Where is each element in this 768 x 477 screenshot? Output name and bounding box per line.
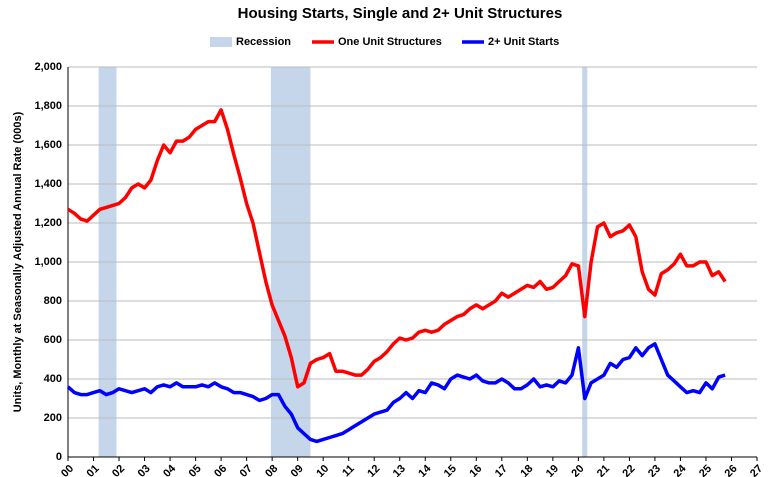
- x-tick-label: 00: [59, 463, 76, 477]
- y-tick-label: 600: [44, 334, 62, 346]
- x-tick-label: 16: [467, 463, 484, 477]
- data-line: [66, 342, 726, 444]
- y-tick-label: 1,200: [34, 217, 62, 229]
- x-tick-label: 09: [289, 463, 306, 477]
- y-tick-label: 1,000: [34, 256, 62, 268]
- x-tick-label: 02: [110, 463, 127, 477]
- x-tick-label: 01: [85, 463, 102, 477]
- x-tick-label: 10: [314, 463, 331, 477]
- legend-swatch: [210, 37, 232, 47]
- x-tick-label: 18: [518, 463, 535, 477]
- data-line: [67, 108, 727, 389]
- legend-label: One Unit Structures: [338, 36, 442, 48]
- x-tick-label: 19: [544, 463, 561, 477]
- x-tick-label: 17: [493, 463, 510, 477]
- y-tick-label: 800: [44, 295, 62, 307]
- x-tick-label: 13: [391, 463, 408, 477]
- x-tick-label: 25: [697, 463, 714, 477]
- x-tick-label: 06: [212, 463, 229, 477]
- y-tick-label: 1,600: [34, 139, 62, 151]
- x-tick-label: 20: [569, 463, 586, 477]
- y-tick-label: 0: [56, 451, 62, 463]
- y-tick-label: 400: [44, 373, 62, 385]
- x-tick-label: 03: [136, 463, 153, 477]
- legend-label: Recession: [236, 36, 291, 48]
- x-tick-label: 12: [365, 463, 382, 477]
- x-tick-label: 24: [671, 462, 689, 477]
- x-tick-label: 22: [620, 463, 637, 477]
- y-tick-label: 2,000: [34, 61, 62, 73]
- y-tick-label: 200: [44, 412, 62, 424]
- y-tick-label: 1,400: [34, 178, 62, 190]
- x-tick-label: 11: [340, 463, 357, 477]
- x-tick-label: 05: [187, 463, 204, 477]
- y-axis-label: Units, Monthly at Seasonally Adjusted An…: [12, 111, 24, 412]
- y-tick-label: 1,800: [34, 100, 62, 112]
- x-tick-label: 15: [442, 463, 459, 477]
- chart-title: Housing Starts, Single and 2+ Unit Struc…: [238, 5, 563, 22]
- x-tick-label: 08: [263, 463, 280, 477]
- x-tick-label: 14: [416, 462, 434, 477]
- x-tick-label: 07: [238, 463, 255, 477]
- x-tick-label: 21: [595, 463, 612, 477]
- x-tick-label: 26: [723, 463, 740, 477]
- x-tick-label: 23: [646, 463, 663, 477]
- legend-label: 2+ Unit Starts: [488, 36, 559, 48]
- x-tick-label: 04: [161, 462, 179, 477]
- x-tick-label: 27: [748, 463, 765, 477]
